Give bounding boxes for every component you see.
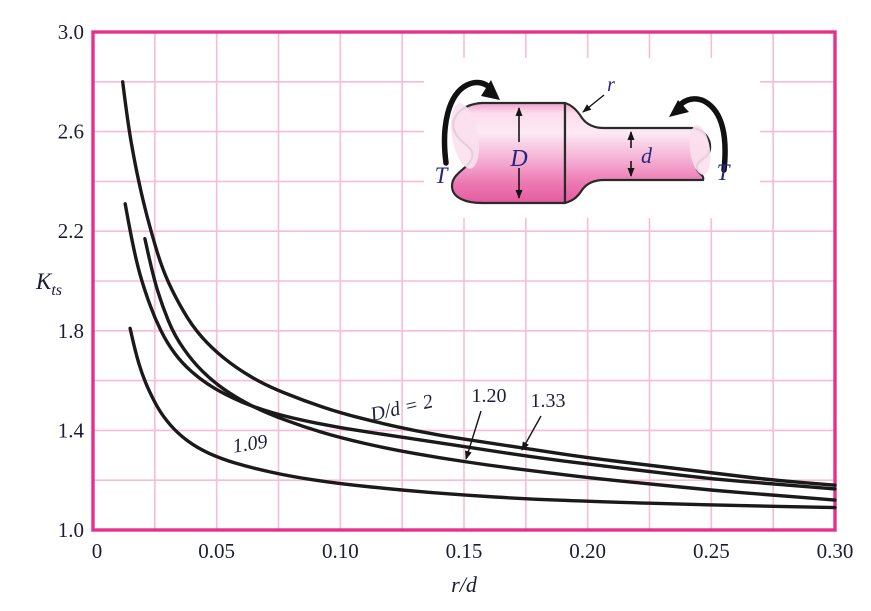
x-tick-label: 0.30: [817, 539, 854, 563]
x-axis-title: r/d: [451, 572, 478, 597]
curve-label-109: 1.09: [231, 430, 269, 457]
large-shaft-end-face: [450, 103, 480, 169]
small-shaft-end-face: [689, 125, 711, 175]
curve-1.09: [128, 326, 837, 510]
x-tick-label: 0.25: [693, 539, 730, 563]
label-arrow-120: [465, 410, 482, 460]
data-curves: [121, 80, 837, 510]
fillet-arrow: [582, 94, 605, 113]
curve-label-133: 1.33: [521, 390, 566, 451]
y-tick-label: 2.6: [58, 120, 84, 144]
plot-border: [91, 30, 837, 532]
y-tick-label: 1.4: [58, 418, 85, 442]
y-tick-label: 1.8: [58, 319, 84, 343]
curve-label-120: 1.20: [465, 385, 507, 460]
label-T-right: T: [717, 160, 732, 185]
curve-1.20: [143, 237, 837, 502]
torque-arrow-left: [441, 79, 494, 166]
torque-arrow-right: [677, 96, 728, 173]
label-T-left: T: [435, 163, 450, 188]
y-tick-label: 1.0: [58, 518, 84, 542]
x-axis-tick-labels: 0 0.05 0.10 0.15 0.20 0.25 0.30: [92, 539, 854, 563]
y-axis-tick-labels: 3.0 2.6 2.2 1.8 1.4 1.0: [58, 20, 85, 542]
x-tick-label: 0.20: [569, 539, 606, 563]
label-r: r: [607, 74, 615, 96]
stepped-shaft-diagram: D d r T T: [435, 74, 732, 205]
label-arrow-133: [521, 415, 542, 451]
y-axis-title: Kts: [35, 269, 62, 299]
x-tick-label: 0.10: [322, 539, 359, 563]
curve-1.33: [123, 202, 837, 491]
x-tick-label: 0: [92, 539, 103, 563]
label-D: D: [509, 146, 527, 172]
y-tick-label: 2.2: [58, 219, 84, 243]
label-d: d: [641, 143, 653, 168]
svg-text:1.33: 1.33: [531, 390, 566, 412]
svg-text:1.09: 1.09: [231, 430, 269, 457]
x-tick-label: 0.15: [446, 539, 483, 563]
y-tick-label: 3.0: [58, 20, 84, 44]
torque-arrowhead-left: [481, 80, 500, 100]
torque-arrowhead-right: [669, 100, 689, 117]
svg-text:1.20: 1.20: [472, 385, 507, 407]
curve-2: [121, 80, 837, 487]
x-tick-label: 0.05: [198, 539, 235, 563]
